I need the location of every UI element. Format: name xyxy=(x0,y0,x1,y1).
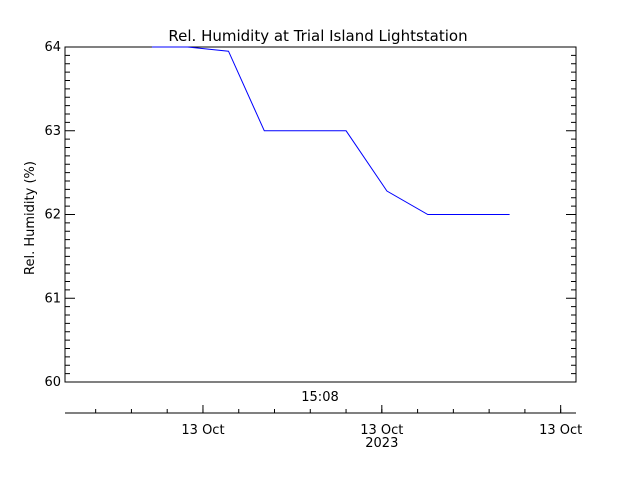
x-tick-label: 13 Oct xyxy=(181,423,224,438)
x-tick-label: 13 Oct xyxy=(360,423,403,438)
x-tick-label: 13 Oct xyxy=(539,423,582,438)
y-tick-label: 63 xyxy=(44,124,61,139)
y-tick-label: 60 xyxy=(44,375,61,390)
y-tick-label: 61 xyxy=(44,291,61,306)
x-top-label: 15:08 xyxy=(301,390,338,405)
x-axis-ticks xyxy=(95,405,562,413)
y-tick-label: 64 xyxy=(44,40,61,55)
y-tick-label: 62 xyxy=(44,208,61,223)
chart-title: Rel. Humidity at Trial Island Lightstati… xyxy=(168,27,467,45)
series-layer xyxy=(151,46,510,215)
x-tick-sublabel: 2023 xyxy=(365,436,398,451)
y-axis-label: Rel. Humidity (%) xyxy=(23,161,38,275)
y-axis-tick-labels: 60 61 62 63 64 xyxy=(44,40,61,390)
y-axis-ticks xyxy=(65,46,576,383)
series-line xyxy=(151,46,510,215)
